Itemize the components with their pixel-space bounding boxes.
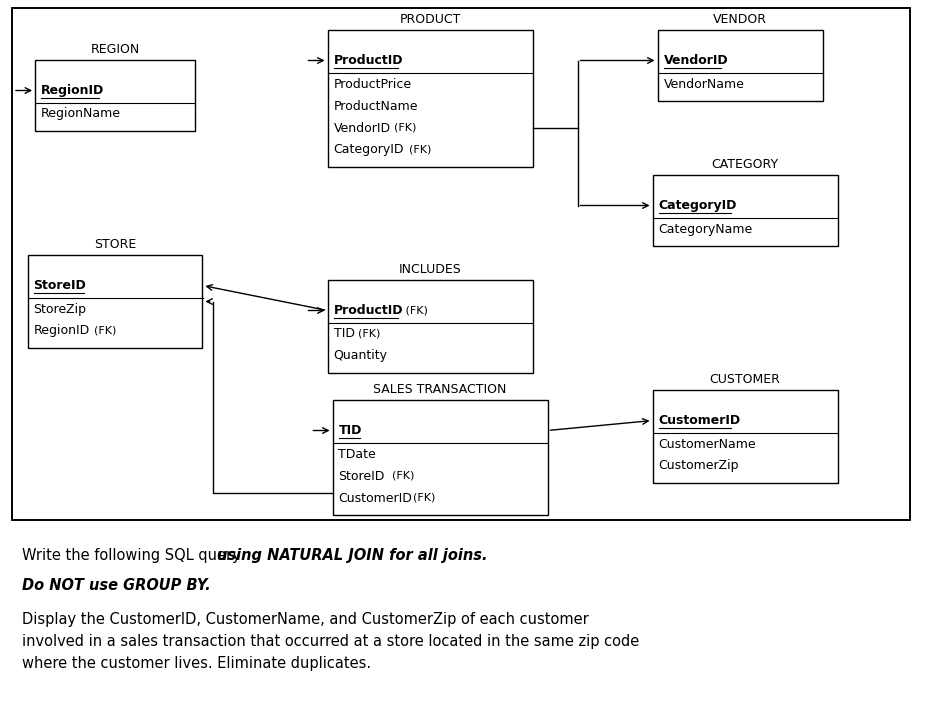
- Text: (FK): (FK): [394, 123, 417, 133]
- Text: VENDOR: VENDOR: [713, 13, 767, 26]
- Text: RegionName: RegionName: [41, 108, 121, 121]
- Text: Quantity: Quantity: [334, 349, 388, 363]
- Text: (FK): (FK): [391, 471, 415, 481]
- Text: StoreID: StoreID: [34, 279, 87, 292]
- Text: REGION: REGION: [90, 43, 140, 56]
- Text: where the customer lives. Eliminate duplicates.: where the customer lives. Eliminate dupl…: [22, 656, 371, 671]
- Text: ProductPrice: ProductPrice: [334, 77, 412, 90]
- Bar: [327, 30, 532, 167]
- Text: STORE: STORE: [94, 238, 136, 251]
- Text: VendorID: VendorID: [664, 54, 728, 67]
- Text: involved in a sales transaction that occurred at a store located in the same zip: involved in a sales transaction that occ…: [22, 634, 639, 649]
- Text: ProductID: ProductID: [334, 54, 403, 67]
- Bar: [652, 390, 838, 483]
- Text: PRODUCT: PRODUCT: [399, 13, 460, 26]
- Bar: [327, 280, 532, 373]
- Bar: [28, 255, 202, 348]
- Text: Display the CustomerID, CustomerName, and CustomerZip of each customer: Display the CustomerID, CustomerName, an…: [22, 612, 589, 627]
- Text: CategoryName: CategoryName: [659, 223, 753, 235]
- Text: INCLUDES: INCLUDES: [399, 263, 461, 276]
- Text: VendorID: VendorID: [334, 122, 391, 135]
- Text: CustomerID: CustomerID: [659, 414, 741, 427]
- Text: ProductName: ProductName: [334, 100, 418, 113]
- Text: TDate: TDate: [338, 448, 377, 461]
- Text: (FK): (FK): [358, 329, 380, 339]
- Text: RegionID: RegionID: [34, 325, 89, 338]
- Text: SALES TRANSACTION: SALES TRANSACTION: [374, 383, 507, 396]
- Bar: [657, 30, 823, 101]
- Text: TID: TID: [334, 328, 354, 341]
- Bar: [333, 400, 547, 515]
- Text: CategoryID: CategoryID: [334, 143, 404, 157]
- Text: (FK): (FK): [414, 493, 436, 503]
- Text: (FK): (FK): [408, 145, 431, 155]
- Text: StoreZip: StoreZip: [34, 303, 87, 315]
- Bar: [12, 8, 910, 520]
- Bar: [35, 60, 195, 131]
- Text: CATEGORY: CATEGORY: [711, 158, 778, 171]
- Text: CategoryID: CategoryID: [659, 199, 737, 212]
- Text: VendorName: VendorName: [664, 77, 745, 90]
- Text: Write the following SQL query: Write the following SQL query: [22, 548, 245, 563]
- Text: CUSTOMER: CUSTOMER: [709, 373, 780, 386]
- Text: TID: TID: [338, 424, 362, 437]
- Text: Do NOT use GROUP BY.: Do NOT use GROUP BY.: [22, 578, 211, 593]
- Text: CustomerID: CustomerID: [338, 491, 412, 505]
- Text: CustomerName: CustomerName: [659, 438, 756, 451]
- Text: ProductID: ProductID: [334, 304, 403, 317]
- Text: (FK): (FK): [94, 326, 116, 336]
- Text: CustomerZip: CustomerZip: [659, 459, 739, 472]
- Text: RegionID: RegionID: [41, 84, 104, 97]
- Bar: [652, 175, 838, 246]
- Text: using NATURAL JOIN for all joins.: using NATURAL JOIN for all joins.: [217, 548, 487, 563]
- Text: StoreID: StoreID: [338, 470, 385, 483]
- Bar: [12, 8, 910, 520]
- Text: (FK): (FK): [403, 306, 428, 315]
